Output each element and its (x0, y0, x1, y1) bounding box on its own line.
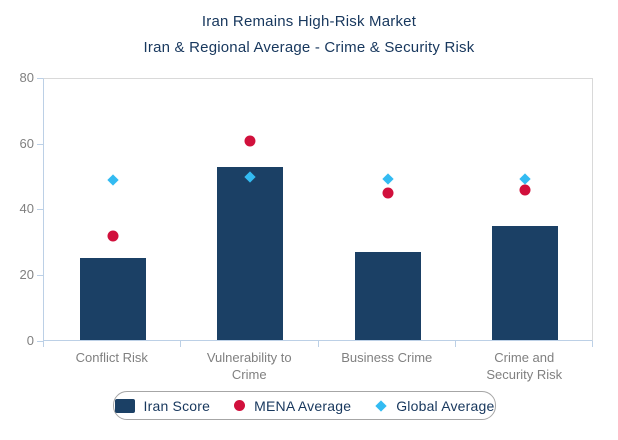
y-axis-tick (37, 341, 43, 342)
y-axis-label: 80 (19, 70, 34, 85)
y-axis-label: 60 (19, 136, 34, 151)
x-axis-label: Vulnerability to Crime (206, 350, 292, 382)
category-slot (44, 79, 182, 340)
bar-iran-score (217, 167, 284, 340)
y-axis-label: 40 (19, 201, 34, 216)
bar-swatch-icon (114, 398, 135, 413)
mena-average-marker (382, 187, 394, 199)
legend-item-iran-score: Iran Score (114, 397, 211, 414)
category-slot (182, 79, 320, 340)
category-slot (319, 79, 457, 340)
global-average-marker (382, 172, 394, 185)
y-axis-tick (37, 275, 43, 276)
x-axis-tick (180, 341, 181, 347)
legend: Iran Score MENA Average Global Average (113, 391, 496, 420)
y-axis-tick (37, 209, 43, 210)
y-axis-label: 20 (19, 267, 34, 282)
legend-item-global-average: Global Average (375, 398, 494, 414)
x-axis-label: Business Crime (341, 350, 433, 365)
mena-average-marker (107, 230, 119, 242)
x-axis-tick (318, 341, 319, 347)
chart-title: Iran Remains High-Risk Market (201, 13, 417, 30)
circle-marker-icon (234, 400, 246, 411)
bar-iran-score (79, 258, 146, 340)
legend-label: MENA Average (254, 397, 352, 414)
mena-average-marker (244, 135, 256, 147)
legend-item-mena-average: MENA Average (234, 398, 351, 414)
category-slot (457, 79, 595, 340)
chart-subtitle: Iran & Regional Average - Crime & Securi… (143, 39, 475, 56)
x-axis-tick (592, 341, 593, 347)
bar-iran-score (492, 225, 559, 340)
diamond-marker-icon (375, 399, 387, 412)
x-axis-tick (43, 341, 44, 347)
y-axis-tick (37, 144, 43, 145)
global-average-marker (107, 174, 119, 186)
x-axis-label: Crime and Security Risk (486, 350, 563, 382)
x-axis-tick (455, 341, 456, 347)
y-axis-label: 0 (26, 333, 34, 348)
x-axis-label: Conflict Risk (75, 350, 148, 365)
global-average-marker (519, 172, 531, 185)
legend-label: Iran Score (143, 397, 211, 414)
y-axis-tick (37, 78, 43, 79)
legend-label: Global Average (396, 397, 495, 414)
bar-iran-score (354, 251, 421, 340)
mena-average-marker (519, 184, 531, 196)
plot-area (43, 78, 593, 341)
